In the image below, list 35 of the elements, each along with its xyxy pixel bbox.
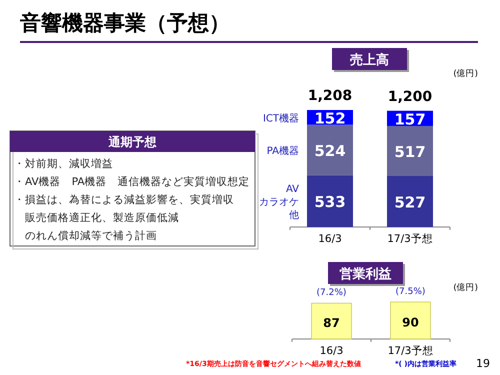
x-tick-label: 16/3: [320, 345, 344, 357]
data-label: 152: [314, 109, 346, 128]
x-tick-label: 17/3予想: [387, 232, 433, 245]
chart-title: 売上高: [350, 52, 389, 68]
text: ・損益は、為替による減益影響を、実質増収: [14, 193, 234, 206]
bar: [307, 124, 353, 176]
total-label: 1,200: [388, 88, 432, 105]
text: (7.5%): [396, 287, 426, 297]
x-tick-label: 16/3: [318, 233, 342, 245]
series-label: PA機器: [266, 145, 299, 158]
data-label: 157: [394, 110, 426, 128]
chart-title: 営業利益: [340, 266, 392, 282]
text: ・AV機器 PA機器 通信機器など実質増収想定: [14, 175, 250, 188]
data-label: 87: [323, 316, 340, 330]
text: のれん償却減等で補う計画: [14, 229, 157, 242]
text: 販売価格適正化、製造原価低減: [14, 211, 179, 224]
bar: [387, 126, 433, 176]
bar: [387, 176, 433, 227]
y-axis-title: (億円): [453, 68, 478, 79]
bar: [307, 175, 353, 227]
data-label: 517: [394, 142, 426, 161]
data-label: 533: [314, 193, 346, 212]
text: (7.2%): [316, 288, 346, 298]
data-label: 524: [314, 142, 346, 160]
data-label: 527: [394, 194, 426, 212]
series-label: ICT機器: [262, 112, 299, 124]
y-axis-title: (億円): [453, 282, 478, 293]
x-tick-label: 17/3予想: [388, 344, 434, 357]
text: 19: [476, 357, 490, 370]
data-label: 90: [402, 316, 419, 330]
text: 音響機器事業（予想）: [19, 11, 230, 35]
text: ・対前期、減収増益: [14, 157, 113, 170]
text: 通期予想: [108, 135, 158, 149]
total-label: 1,208: [308, 88, 352, 104]
series-label: AVカラオケ他: [259, 184, 300, 222]
